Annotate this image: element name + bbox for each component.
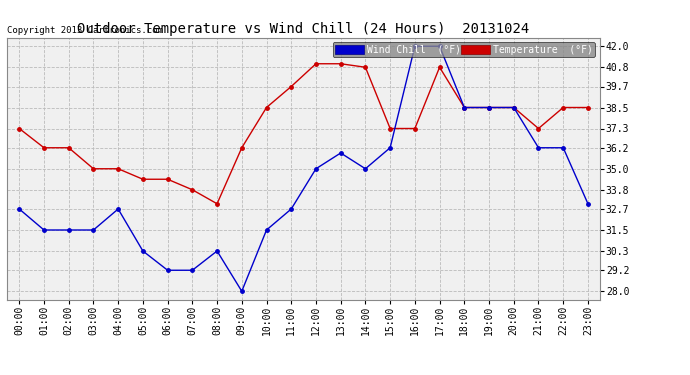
Text: Copyright 2013 Cartronics.com: Copyright 2013 Cartronics.com <box>8 26 164 35</box>
Legend: Wind Chill  (°F), Temperature  (°F): Wind Chill (°F), Temperature (°F) <box>333 42 595 57</box>
Title: Outdoor Temperature vs Wind Chill (24 Hours)  20131024: Outdoor Temperature vs Wind Chill (24 Ho… <box>77 22 530 36</box>
